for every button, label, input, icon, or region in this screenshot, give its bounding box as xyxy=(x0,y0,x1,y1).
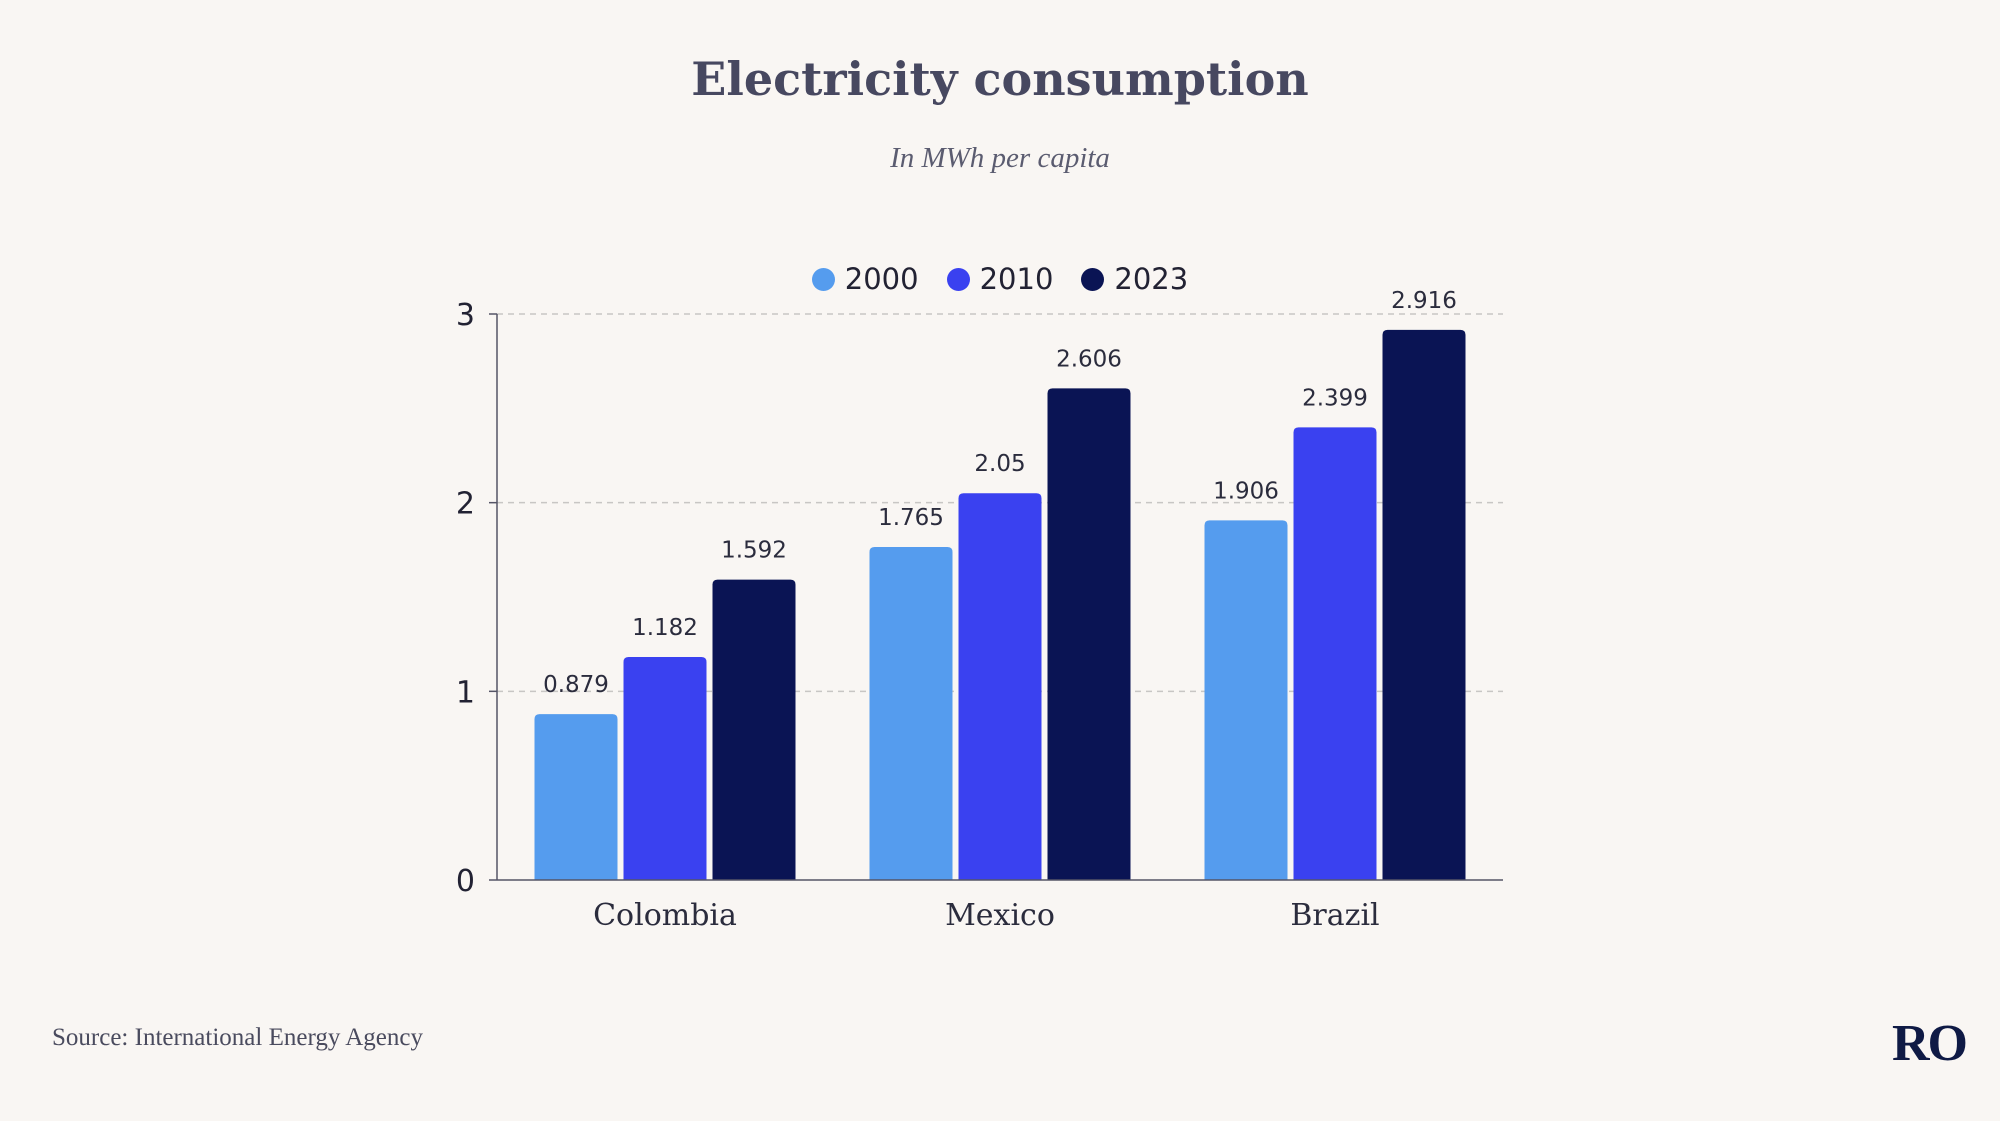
chart-legend: 2000 2010 2023 xyxy=(0,262,2000,296)
bar-colombia-2023 xyxy=(712,579,796,880)
legend-swatch-2010 xyxy=(946,267,970,291)
legend-label-2023: 2023 xyxy=(1114,262,1189,296)
value-label-colombia-2000: 0.879 xyxy=(543,672,609,698)
legend-swatch-2000 xyxy=(811,267,835,291)
value-label-colombia-2023: 1.592 xyxy=(721,538,787,564)
x-tick-label-colombia: Colombia xyxy=(593,898,737,933)
value-label-mexico-2000: 1.765 xyxy=(878,505,944,531)
legend-item-2000[interactable]: 2000 xyxy=(811,262,919,296)
value-label-mexico-2010: 2.05 xyxy=(974,451,1025,477)
y-tick-label-0: 0 xyxy=(456,864,475,899)
bar-brazil-2010 xyxy=(1293,427,1377,880)
bar-colombia-2000 xyxy=(534,714,618,880)
bar-mexico-2010 xyxy=(958,493,1042,880)
x-tick-label-mexico: Mexico xyxy=(945,898,1055,933)
y-tick-label-3: 3 xyxy=(456,298,475,333)
legend-label-2000: 2000 xyxy=(844,262,919,296)
legend-label-2010: 2010 xyxy=(979,262,1054,296)
value-label-brazil-2000: 1.906 xyxy=(1213,478,1279,504)
bar-brazil-2023 xyxy=(1382,329,1466,880)
value-label-brazil-2010: 2.399 xyxy=(1302,385,1368,411)
bar-colombia-2010 xyxy=(623,656,707,880)
y-tick-label-2: 2 xyxy=(456,487,475,522)
bar-brazil-2000 xyxy=(1204,520,1288,880)
value-label-colombia-2010: 1.182 xyxy=(632,615,698,641)
bar-mexico-2000 xyxy=(869,547,953,880)
legend-item-2010[interactable]: 2010 xyxy=(946,262,1054,296)
bar-mexico-2023 xyxy=(1047,388,1131,880)
value-label-brazil-2023: 2.916 xyxy=(1391,288,1457,314)
x-tick-label-brazil: Brazil xyxy=(1290,898,1379,933)
value-label-mexico-2023: 2.606 xyxy=(1056,346,1122,372)
legend-item-2023[interactable]: 2023 xyxy=(1081,262,1188,296)
source-note: Source: International Energy Agency xyxy=(52,1024,423,1051)
brand-logo: RO xyxy=(1892,1015,1968,1072)
legend-swatch-2023 xyxy=(1081,267,1105,291)
chart-title: Electricity consumption xyxy=(691,52,1309,106)
y-tick-label-1: 1 xyxy=(456,675,475,710)
chart-subtitle: In MWh per capita xyxy=(890,142,1110,174)
